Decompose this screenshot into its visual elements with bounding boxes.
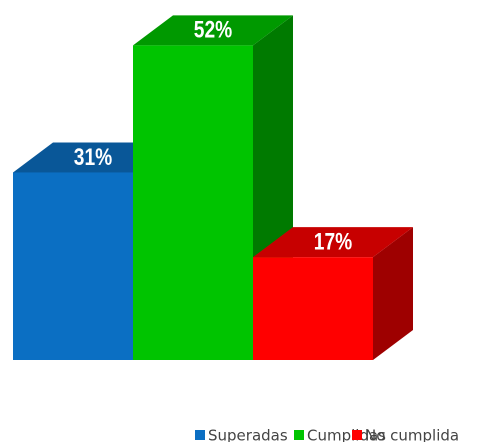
legend-label: No cumplida	[365, 427, 459, 442]
bar-top	[253, 227, 413, 258]
bar	[133, 45, 253, 361]
legend-swatch	[195, 430, 205, 440]
data-label: 31%	[74, 143, 112, 171]
bar-side	[373, 227, 413, 360]
bar	[13, 172, 133, 360]
data-label: 52%	[194, 16, 232, 44]
legend-label: Cumplidas	[307, 427, 386, 442]
legend-swatch	[352, 430, 362, 440]
bar	[253, 257, 373, 360]
legend-swatch	[294, 430, 304, 440]
legend-label: Superadas	[208, 427, 288, 442]
bar-top	[133, 15, 293, 46]
data-label: 17%	[314, 227, 352, 255]
